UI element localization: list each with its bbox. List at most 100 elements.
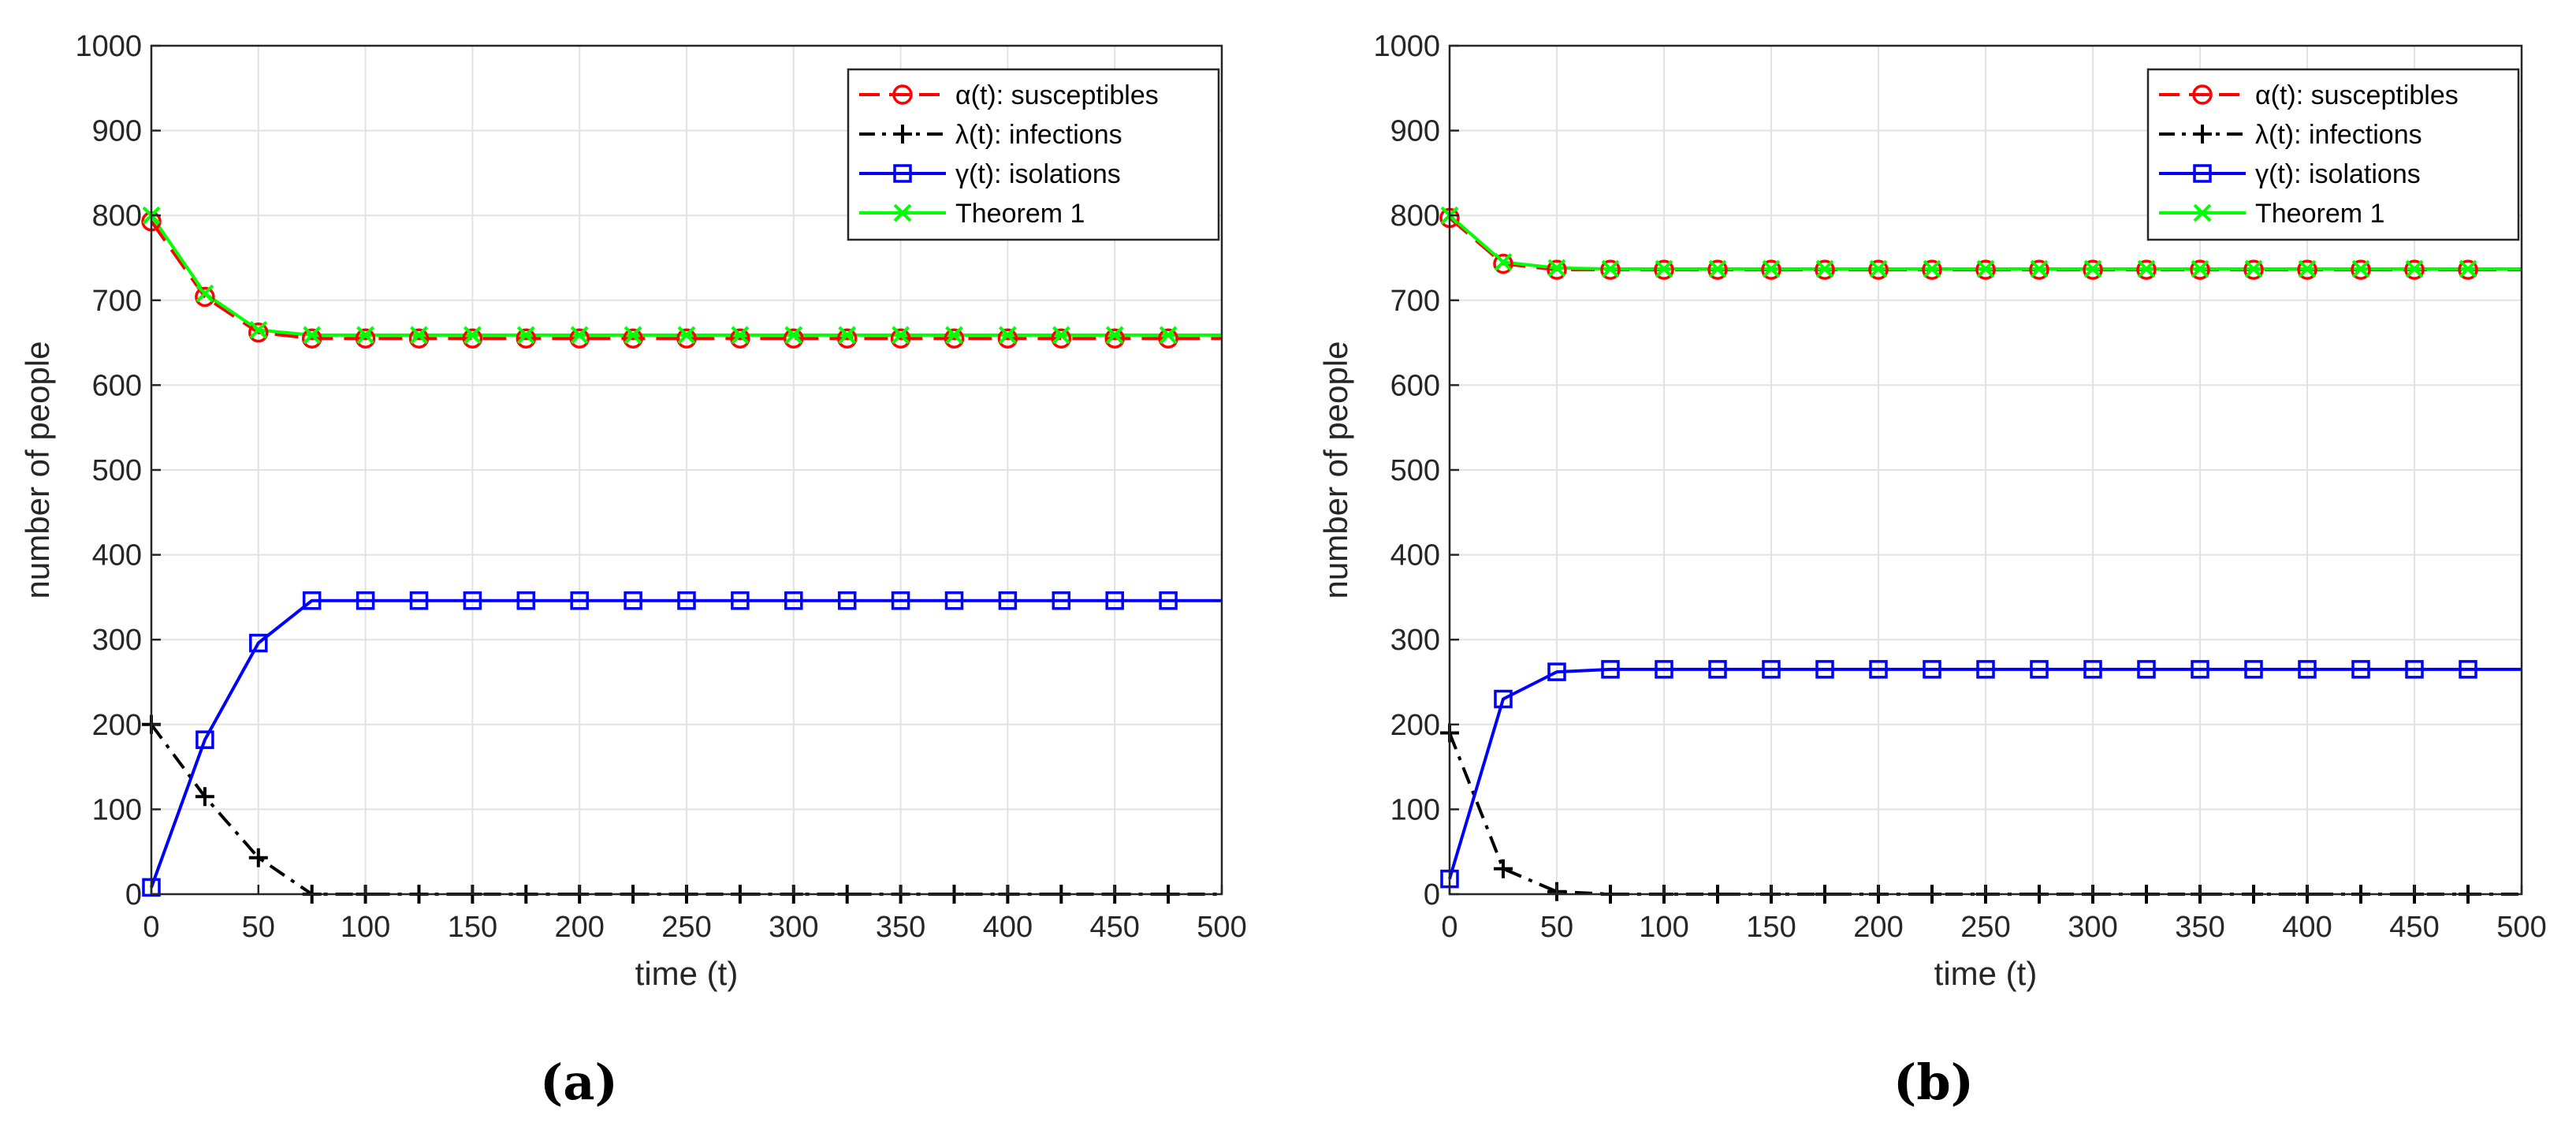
data-point bbox=[1708, 660, 1727, 679]
data-point bbox=[1052, 591, 1071, 610]
data-point bbox=[2029, 259, 2049, 280]
data-point bbox=[1547, 259, 1567, 280]
data-point bbox=[1547, 662, 1566, 681]
x-tick-label: 0 bbox=[143, 911, 159, 944]
data-point bbox=[516, 328, 537, 349]
data-point bbox=[944, 328, 965, 349]
x-tick-label: 300 bbox=[2068, 911, 2117, 944]
legend-marker bbox=[893, 125, 912, 144]
legend-label: γ(t): isolations bbox=[2255, 159, 2421, 189]
data-point bbox=[624, 591, 642, 610]
data-point bbox=[1105, 591, 1124, 610]
data-point bbox=[2297, 259, 2317, 280]
y-tick-label: 900 bbox=[1390, 115, 1440, 148]
series-line-0 bbox=[150, 220, 1222, 341]
data-point bbox=[2136, 259, 2157, 280]
data-point bbox=[569, 328, 590, 349]
y-tick-label: 200 bbox=[92, 709, 142, 742]
x-tick-label: 50 bbox=[1540, 911, 1573, 944]
data-point bbox=[248, 322, 269, 343]
x-tick-label: 300 bbox=[769, 911, 818, 944]
x-tick-label: 100 bbox=[341, 911, 390, 944]
x-tick-label: 350 bbox=[876, 911, 925, 944]
data-point bbox=[731, 591, 750, 610]
legend-item: Theorem 1 bbox=[2159, 199, 2384, 229]
data-point bbox=[891, 591, 910, 610]
data-point bbox=[2190, 259, 2210, 280]
legend-label: λ(t): infections bbox=[955, 120, 1122, 150]
x-tick-label: 400 bbox=[983, 911, 1033, 944]
y-tick-label: 900 bbox=[92, 115, 142, 148]
data-point bbox=[2404, 259, 2425, 280]
data-point bbox=[355, 328, 376, 349]
data-point bbox=[730, 328, 750, 349]
legend-marker bbox=[2193, 203, 2212, 222]
data-point bbox=[302, 591, 322, 610]
data-point bbox=[1815, 259, 1834, 278]
data-point bbox=[1655, 259, 1673, 278]
data-point bbox=[248, 848, 268, 867]
data-point bbox=[2191, 259, 2209, 278]
legend-item: α(t): susceptibles bbox=[859, 80, 1159, 110]
data-point bbox=[784, 591, 803, 610]
data-point bbox=[1601, 259, 1620, 278]
data-point bbox=[1051, 328, 1072, 349]
y-tick-label: 700 bbox=[92, 285, 142, 318]
data-point bbox=[2405, 660, 2424, 679]
data-point bbox=[1762, 259, 1781, 278]
series-line-2 bbox=[150, 598, 1222, 889]
y-tick-label: 200 bbox=[1390, 709, 1440, 742]
y-tick-label: 0 bbox=[125, 878, 142, 912]
legend-marker bbox=[893, 203, 912, 222]
data-point bbox=[2243, 259, 2264, 280]
legend-label: α(t): susceptibles bbox=[955, 80, 1159, 110]
data-point bbox=[1815, 660, 1834, 679]
x-tick-label: 200 bbox=[1853, 911, 1903, 944]
legend-item: λ(t): infections bbox=[859, 120, 1122, 150]
data-point bbox=[570, 326, 589, 345]
legend-label: Theorem 1 bbox=[955, 199, 1085, 229]
data-point bbox=[1158, 328, 1178, 349]
data-point bbox=[624, 326, 642, 345]
data-point bbox=[2191, 660, 2209, 679]
series-markers-0 bbox=[1439, 207, 2478, 280]
data-point bbox=[836, 328, 858, 349]
data-point bbox=[1052, 326, 1070, 345]
series-markers-2 bbox=[1440, 660, 2477, 889]
chart-panel-b: 0 50 100 150 200 250 300 350 400 450 500 0 100 200 300… bbox=[1317, 30, 2547, 992]
data-point bbox=[2458, 259, 2478, 280]
y-tick-label: 700 bbox=[1390, 285, 1440, 318]
x-tick-label: 0 bbox=[1441, 911, 1457, 944]
data-point bbox=[677, 591, 696, 610]
data-point bbox=[945, 326, 963, 345]
data-point bbox=[676, 328, 697, 349]
legend-label: Theorem 1 bbox=[2255, 199, 2384, 229]
x-tick-label: 250 bbox=[1960, 911, 2010, 944]
x-tick-label: 450 bbox=[2389, 911, 2439, 944]
data-point bbox=[2298, 259, 2317, 278]
data-point bbox=[1708, 259, 1727, 278]
y-tick-label: 600 bbox=[1390, 369, 1440, 402]
data-point bbox=[998, 591, 1018, 610]
legend-marker bbox=[892, 84, 913, 105]
legend-item: Theorem 1 bbox=[859, 199, 1085, 229]
y-tick-label: 1000 bbox=[75, 30, 142, 63]
y-tick-label: 400 bbox=[92, 539, 142, 572]
data-point bbox=[570, 591, 589, 610]
data-point bbox=[890, 328, 911, 349]
data-point bbox=[2137, 259, 2156, 278]
y-tick-label: 1000 bbox=[1373, 30, 1440, 63]
data-point bbox=[1976, 259, 1995, 278]
data-point bbox=[1601, 660, 1620, 679]
data-point bbox=[2244, 259, 2263, 278]
data-point bbox=[1868, 259, 1889, 280]
data-point bbox=[837, 591, 857, 610]
chart-panel-a: 0 50 100 150 200 250 300 350 400 450 500 0 100 200 300… bbox=[19, 30, 1247, 992]
data-point bbox=[2459, 259, 2477, 278]
data-point bbox=[838, 326, 857, 345]
data-point bbox=[997, 328, 1018, 349]
legend-marker bbox=[2193, 164, 2212, 183]
x-tick-label: 100 bbox=[1639, 911, 1688, 944]
y-tick-label: 400 bbox=[1390, 539, 1440, 572]
x-tick-label: 150 bbox=[448, 911, 497, 944]
